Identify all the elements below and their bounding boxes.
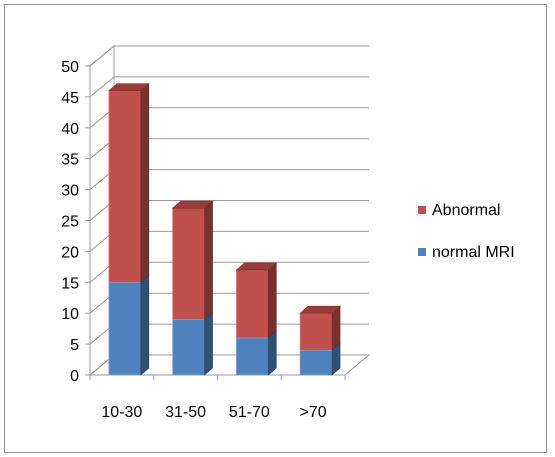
x-tick-label: >70 [300, 404, 327, 421]
bar-stack-5170 [235, 262, 278, 376]
y-tick-label: 35 [61, 152, 79, 169]
legend-label-normal-mri: normal MRI [432, 244, 515, 261]
bar-normal-mri-front [108, 281, 142, 376]
gridline [89, 76, 369, 98]
x-tick-label: 10-30 [101, 404, 142, 421]
bar-normal-mri-side [268, 330, 277, 376]
x-axis-ticks: 10-30 31-50 51-70 >70 [101, 404, 326, 421]
y-axis-ticks: 0 5 10 15 20 25 30 35 40 45 50 [61, 59, 79, 385]
gridline [89, 45, 369, 67]
bar-normal-mri-side [204, 311, 213, 376]
bar-stack-1030 [108, 83, 150, 376]
y-tick-label: 50 [61, 59, 79, 76]
bar-normal-mri-front [236, 337, 269, 376]
legend: Abnormal normal MRI [418, 202, 515, 261]
bar-top [108, 83, 150, 92]
legend-swatch-normal-mri [418, 248, 426, 256]
bar-abnormal-front [236, 269, 269, 339]
bar-top [299, 305, 341, 314]
bar-normal-mri-side [140, 274, 150, 376]
y-tick-label: 40 [61, 121, 79, 138]
bar-abnormal-front [108, 90, 142, 283]
legend-swatch-abnormal [418, 206, 426, 214]
y-tick-label: 15 [61, 275, 79, 292]
x-tick-label: 51-70 [229, 404, 270, 421]
bar-abnormal-front [172, 207, 205, 320]
y-tick-label: 25 [61, 214, 79, 231]
bar-abnormal-side [204, 200, 213, 321]
bar-top [171, 200, 214, 209]
bar-top [235, 262, 278, 271]
bar-abnormal-front [299, 312, 333, 351]
bar-abnormal-side [140, 83, 150, 283]
y-tick-label: 0 [70, 368, 79, 385]
y-tick-label: 45 [61, 90, 79, 107]
y-tick-label: 10 [61, 306, 79, 323]
x-tick-label: 31-50 [165, 404, 206, 421]
legend-label-abnormal: Abnormal [432, 202, 500, 219]
y-tick-label: 20 [61, 244, 79, 261]
bar-abnormal-side [331, 305, 341, 351]
y-tick-label: 5 [70, 337, 79, 354]
bar-normal-mri-front [299, 349, 333, 376]
bar-stack-3150 [171, 200, 214, 376]
y-tick-label: 30 [61, 183, 79, 200]
bars [108, 83, 341, 376]
bar-normal-mri-front [172, 318, 205, 376]
bar-stack-70 [299, 305, 341, 376]
bar-abnormal-side [268, 262, 277, 339]
